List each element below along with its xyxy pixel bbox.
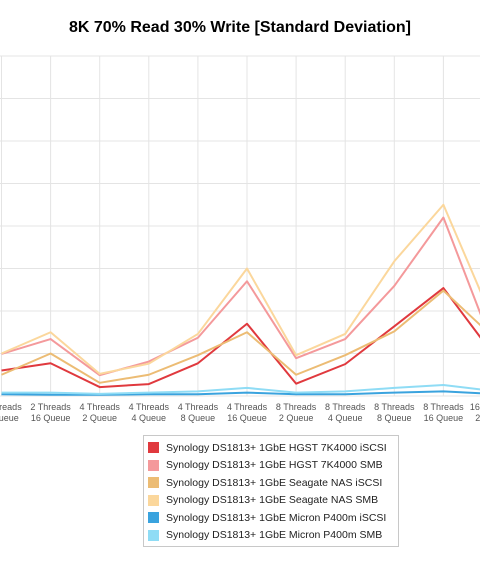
legend: Synology DS1813+ 1GbE HGST 7K4000 iSCSI S… [143,435,399,547]
series-line-0 [1,287,480,389]
x-tick-label: 4 Threads 8 Queue [178,402,219,423]
x-tick-label: 8 Threads 4 Queue [325,402,366,423]
legend-item[interactable]: Synology DS1813+ 1GbE HGST 7K4000 iSCSI [144,439,398,457]
series-line-1 [1,216,480,377]
legend-label: Synology DS1813+ 1GbE Micron P400m SMB [166,529,383,542]
legend-item[interactable]: Synology DS1813+ 1GbE Seagate NAS SMB [144,492,398,510]
series-line-2 [1,289,480,384]
legend-swatch [148,459,159,471]
series-lines [1,203,480,396]
legend-label: Synology DS1813+ 1GbE Micron P400m iSCSI [166,511,387,524]
legend-item[interactable]: Synology DS1813+ 1GbE Seagate NAS iSCSI [144,474,398,492]
legend-item[interactable]: Synology DS1813+ 1GbE HGST 7K4000 SMB [144,457,398,475]
legend-label: Synology DS1813+ 1GbE HGST 7K4000 iSCSI [166,441,387,454]
x-tick-label: 4 Threads 2 Queue [80,402,121,423]
x-tick-label: 8 Threads 2 Queue [276,402,317,423]
x-tick-label: 4 Threads 16 Queue [227,402,268,423]
series-line-3 [1,203,480,375]
legend-swatch [148,494,159,506]
legend-label: Synology DS1813+ 1GbE HGST 7K4000 SMB [166,459,383,472]
legend-label: Synology DS1813+ 1GbE Seagate NAS SMB [166,494,379,507]
legend-swatch [148,529,159,541]
x-tick-label: 8 Threads 8 Queue [374,402,415,423]
x-tick-label: 4 Threads 4 Queue [129,402,170,423]
x-tick-label: 2 Threads 16 Queue [30,402,71,423]
legend-item[interactable]: Synology DS1813+ 1GbE Micron P400m SMB [144,527,398,545]
chart-title: 8K 70% Read 30% Write [Standard Deviatio… [68,19,412,36]
legend-item[interactable]: Synology DS1813+ 1GbE Micron P400m iSCSI [144,509,398,527]
grid-lines [0,55,480,397]
series-line-5 [1,383,480,395]
legend-swatch [148,442,159,454]
x-tick-label: 8 Threads 16 Queue [423,402,464,423]
series-line-4 [1,390,480,396]
legend-swatch [148,477,159,489]
legend-label: Synology DS1813+ 1GbE Seagate NAS iSCSI [166,476,383,489]
legend-swatch [148,512,159,524]
